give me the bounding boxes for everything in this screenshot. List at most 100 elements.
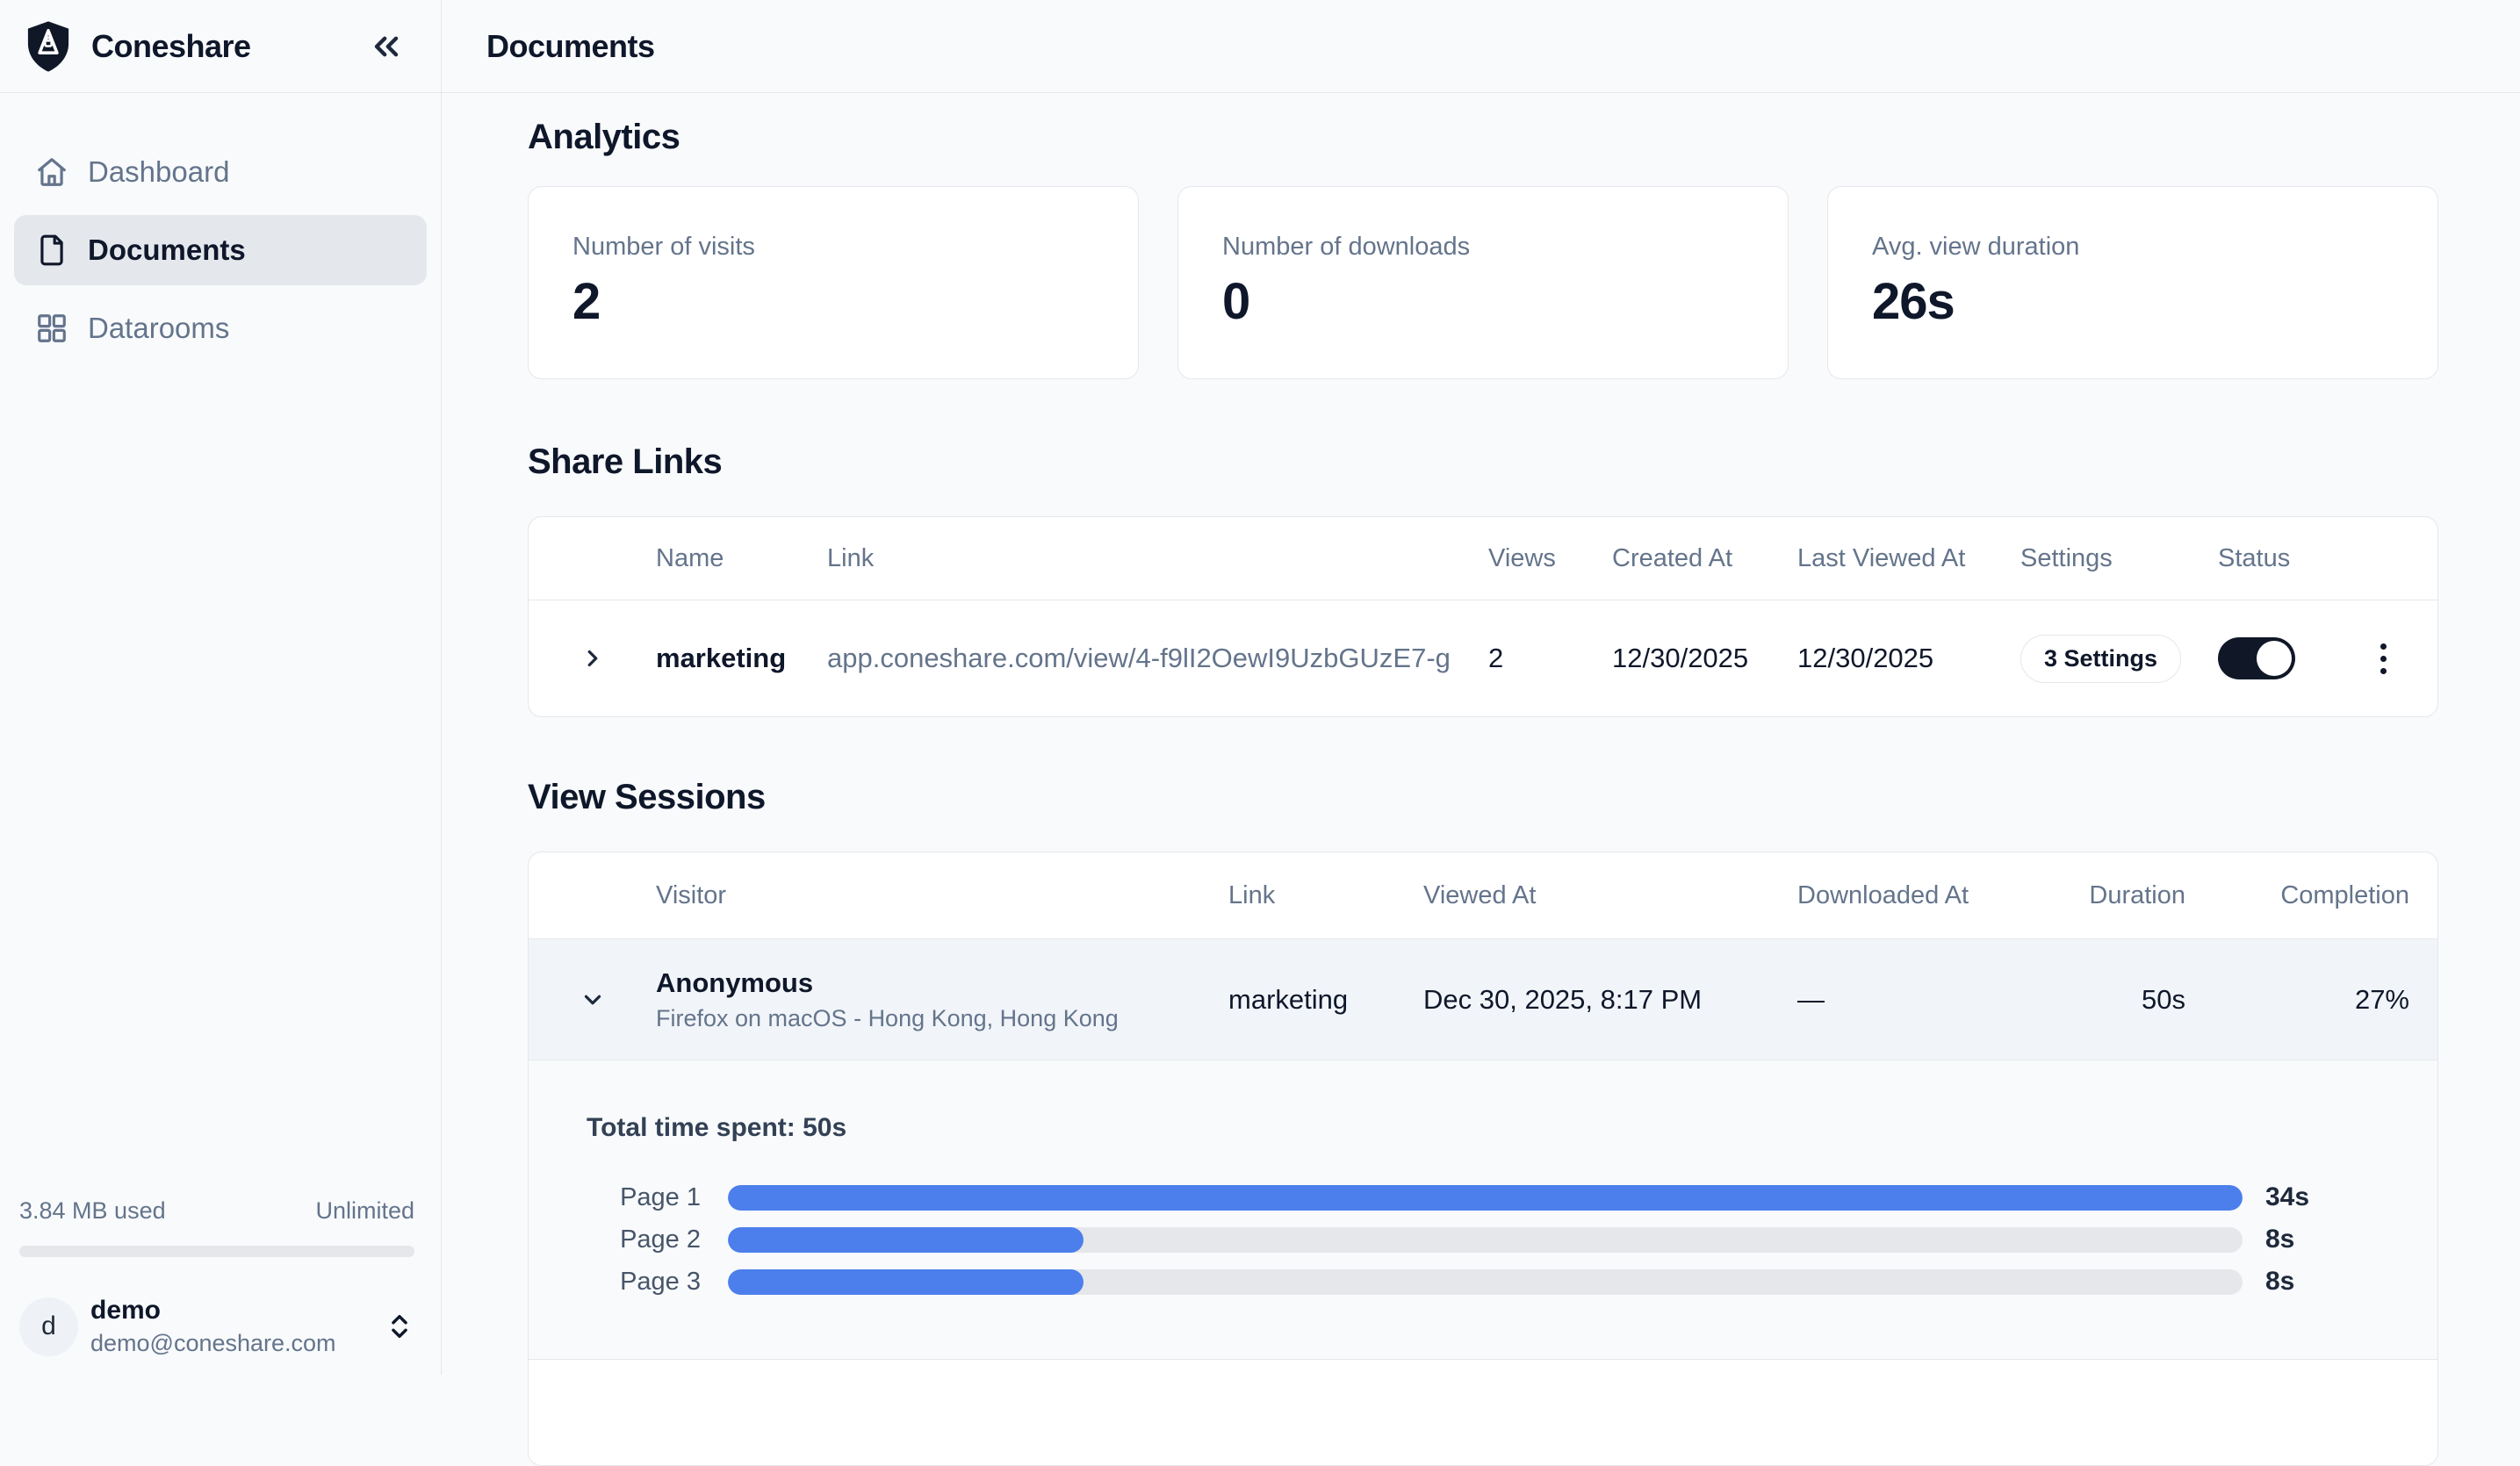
visitor-name: Anonymous — [656, 967, 814, 998]
stat-label: Avg. view duration — [1872, 233, 2080, 261]
header-divider — [0, 92, 2520, 93]
session-viewed-at: Dec 30, 2025, 8:17 PM — [1423, 983, 1703, 1015]
share-link-name: marketing — [656, 643, 787, 673]
bar-fill — [728, 1268, 1084, 1295]
stat-label: Number of downloads — [1222, 233, 1471, 261]
chevron-down-icon — [584, 995, 601, 1004]
user-email: demo@coneshare.com — [90, 1330, 336, 1356]
bar-fill — [728, 1226, 1084, 1253]
view-sessions-header-row: Visitor Link Viewed At Downloaded At Dur… — [529, 852, 2437, 939]
page-time-value: 8s — [2265, 1267, 2295, 1296]
sidebar-nav: Dashboard Documents Datarooms — [14, 137, 427, 371]
stat-value: 26s — [1872, 273, 1955, 330]
storage-progress-bar — [19, 1246, 414, 1257]
session-detail-panel: Total time spent: 50s Page 1 34s Page 2 … — [529, 1060, 2437, 1360]
share-links-table: Name Link Views Created At Last Viewed A… — [528, 516, 2438, 717]
chevrons-up-down-icon[interactable] — [385, 1311, 414, 1341]
sidebar-header: Coneshare — [0, 0, 441, 92]
sidebar-item-label: Documents — [88, 234, 246, 266]
col-downloaded-at: Downloaded At — [1797, 880, 1969, 909]
main-content: Analytics Number of visits 2 Number of d… — [528, 92, 2438, 1466]
page-header: Documents — [443, 0, 2520, 92]
collapse-sidebar-button[interactable] — [367, 27, 406, 66]
col-link: Link — [827, 543, 875, 572]
view-sessions-table: Visitor Link Viewed At Downloaded At Dur… — [528, 852, 2438, 1466]
user-name: demo — [90, 1296, 162, 1325]
share-link-url[interactable]: app.coneshare.com/view/4-f9lI2OewI9UzbGU… — [827, 643, 1451, 673]
sidebar-item-documents[interactable]: Documents — [14, 215, 427, 285]
sidebar: Coneshare Dashboard Documents Datarooms — [0, 0, 442, 1375]
page-title: Documents — [486, 27, 655, 64]
visitor-detail: Firefox on macOS - Hong Kong, Hong Kong — [656, 1004, 1119, 1031]
stat-value: 0 — [1222, 273, 1250, 330]
storage-used-label: 3.84 MB used — [19, 1197, 166, 1224]
status-toggle[interactable] — [2218, 637, 2295, 679]
expand-row-button[interactable] — [529, 645, 656, 672]
col-viewed-at: Viewed At — [1423, 880, 1537, 909]
chevron-right-icon — [587, 650, 597, 667]
coneshare-logo-icon — [27, 20, 69, 72]
table-card-tail — [529, 1360, 2437, 1465]
page-bar-row: Page 2 8s — [587, 1218, 2437, 1261]
sidebar-item-datarooms[interactable]: Datarooms — [14, 293, 427, 363]
row-menu-kebab-icon[interactable] — [2375, 638, 2392, 679]
stat-label: Number of visits — [572, 233, 755, 261]
stat-value: 2 — [572, 273, 601, 330]
sidebar-item-label: Datarooms — [88, 312, 230, 344]
analytics-cards: Number of visits 2 Number of downloads 0… — [528, 186, 2438, 379]
bar-track — [728, 1184, 2243, 1211]
bar-track — [728, 1226, 2243, 1253]
stat-card-avg-duration: Avg. view duration 26s — [1827, 186, 2438, 379]
avatar: d — [19, 1297, 78, 1356]
page-time-chart: Page 1 34s Page 2 8s Page 3 — [587, 1176, 2437, 1303]
col-created-at: Created At — [1612, 543, 1733, 572]
settings-badge[interactable]: 3 Settings — [2020, 634, 2182, 683]
page-label: Page 3 — [620, 1267, 701, 1296]
col-link: Link — [1228, 880, 1276, 909]
bar-fill — [728, 1184, 2243, 1211]
collapse-row-button[interactable] — [529, 987, 656, 1013]
analytics-heading: Analytics — [528, 118, 680, 156]
col-status: Status — [2218, 543, 2291, 572]
col-settings: Settings — [2020, 543, 2113, 572]
session-duration: 50s — [2142, 983, 2185, 1015]
share-links-heading: Share Links — [528, 442, 723, 481]
page-bar-row: Page 1 34s — [587, 1176, 2437, 1218]
stat-card-downloads: Number of downloads 0 — [1177, 186, 1789, 379]
view-sessions-heading: View Sessions — [528, 778, 766, 816]
session-link: marketing — [1228, 983, 1349, 1015]
page-time-value: 34s — [2265, 1182, 2310, 1211]
stat-card-visits: Number of visits 2 — [528, 186, 1139, 379]
col-last-viewed-at: Last Viewed At — [1797, 543, 1966, 572]
sidebar-footer: 3.84 MB used Unlimited d demo demo@cones… — [0, 1197, 441, 1375]
col-duration: Duration — [2089, 880, 2185, 909]
share-link-last-viewed-at: 12/30/2025 — [1797, 643, 1934, 673]
col-completion: Completion — [2280, 880, 2409, 909]
sidebar-item-dashboard[interactable]: Dashboard — [14, 137, 427, 207]
session-downloaded-at: — — [1797, 983, 1825, 1015]
page-bar-row: Page 3 8s — [587, 1261, 2437, 1303]
col-views: Views — [1488, 543, 1556, 572]
file-icon — [40, 234, 63, 266]
share-link-views: 2 — [1488, 643, 1504, 673]
session-completion: 27% — [2354, 983, 2409, 1015]
col-name: Name — [656, 543, 724, 572]
toggle-knob — [2257, 641, 2292, 676]
storage-limit-label: Unlimited — [315, 1197, 414, 1224]
brand-name: Coneshare — [91, 27, 251, 64]
user-menu[interactable]: d demo demo@coneshare.com — [19, 1296, 414, 1357]
chevrons-left-icon — [374, 36, 399, 56]
session-row[interactable]: Anonymous Firefox on macOS - Hong Kong, … — [529, 939, 2437, 1060]
share-link-row[interactable]: marketing app.coneshare.com/view/4-f9lI2… — [529, 600, 2437, 716]
col-visitor: Visitor — [656, 880, 727, 909]
page-label: Page 2 — [620, 1225, 701, 1254]
page-time-value: 8s — [2265, 1225, 2295, 1254]
home-icon — [38, 158, 66, 186]
grid-icon — [38, 314, 66, 342]
page-label: Page 1 — [620, 1182, 701, 1211]
sidebar-item-label: Dashboard — [88, 155, 230, 188]
bar-track — [728, 1268, 2243, 1295]
share-links-header-row: Name Link Views Created At Last Viewed A… — [529, 517, 2437, 600]
total-time-label: Total time spent: 50s — [587, 1113, 847, 1142]
share-link-created-at: 12/30/2025 — [1612, 643, 1749, 673]
